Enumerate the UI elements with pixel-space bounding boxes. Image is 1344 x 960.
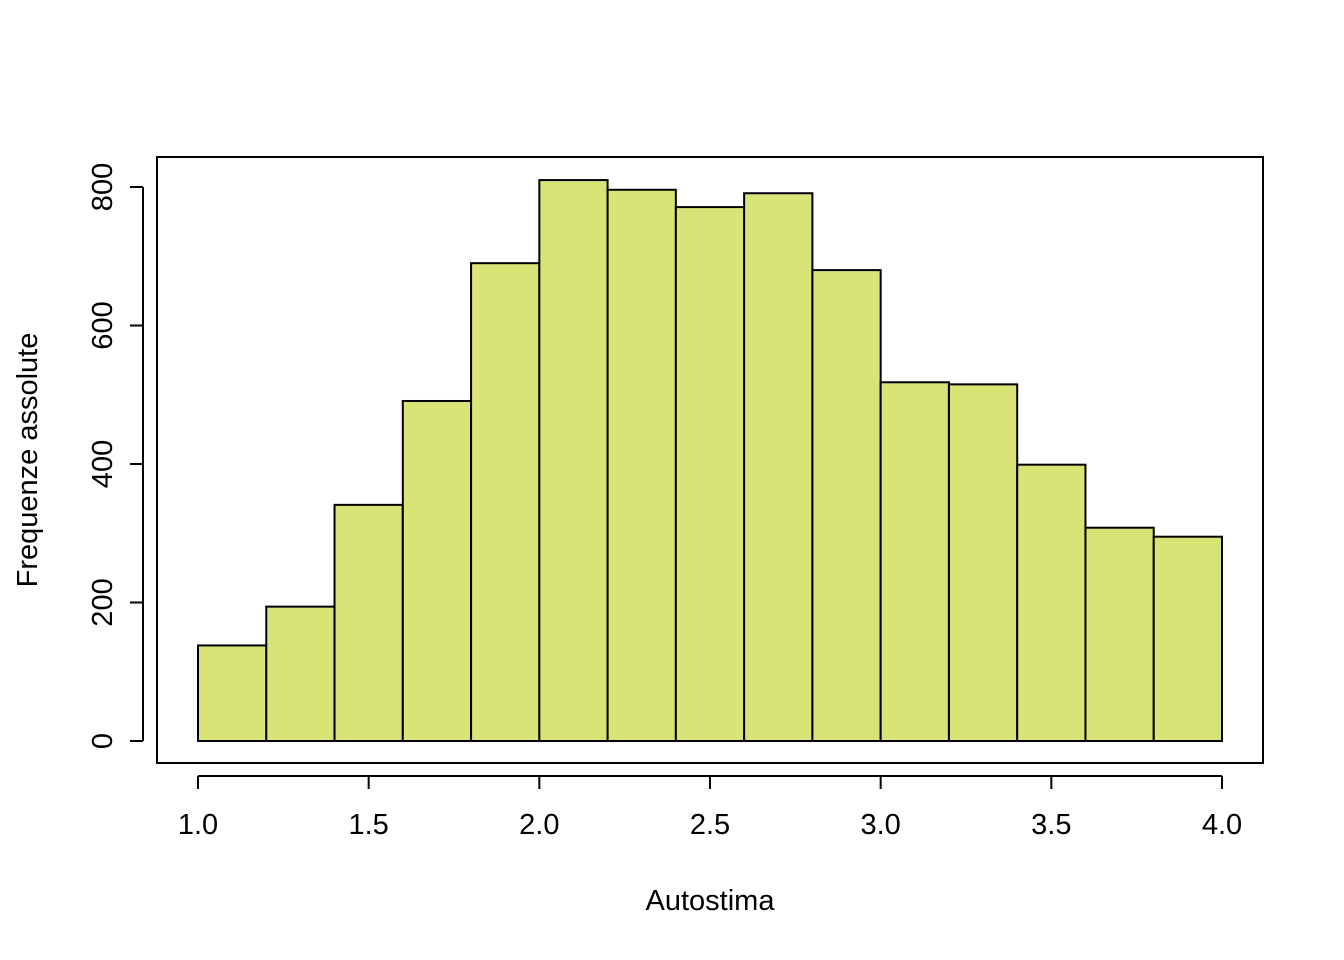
plot-box [156,156,1264,764]
histogram-bar [1016,463,1087,742]
histogram-bar [811,269,882,742]
histogram-bar [401,399,473,742]
x-tick-label: 1.5 [349,809,389,841]
y-tick-label: 400 [87,440,119,488]
x-axis-title: Autostima [646,885,776,917]
bars-group [197,179,1223,743]
histogram-bar [606,188,677,742]
x-tick-label: 2.0 [519,809,559,841]
histogram-bar [674,206,746,742]
y-tick-label: 0 [87,733,119,749]
histogram-bar [470,262,541,742]
x-tick-label: 3.0 [861,809,901,841]
x-tick-label: 1.0 [178,809,218,841]
y-tick-label: 200 [87,578,119,626]
histogram-bar [1152,535,1223,743]
x-axis: 1.0 1.5 2.0 2.5 3.0 3.5 4.0 [178,775,1242,841]
x-tick-label: 2.5 [690,809,730,841]
x-tick-label: 3.5 [1031,809,1071,841]
histogram-bar [879,381,950,742]
y-tick-label: 600 [87,301,119,349]
histogram-bar [1084,526,1155,743]
y-tick-label: 800 [87,163,119,211]
histogram-bar [947,383,1019,742]
histogram-bar [265,605,336,743]
histogram-bar [333,503,404,743]
y-axis-title: Frequenze assolute [12,333,44,588]
y-axis: 0 200 400 600 800 [87,163,144,749]
x-tick-label: 4.0 [1202,809,1242,841]
histogram-bar [743,192,814,743]
histogram-bar [197,644,268,742]
histogram-bar [538,179,609,742]
